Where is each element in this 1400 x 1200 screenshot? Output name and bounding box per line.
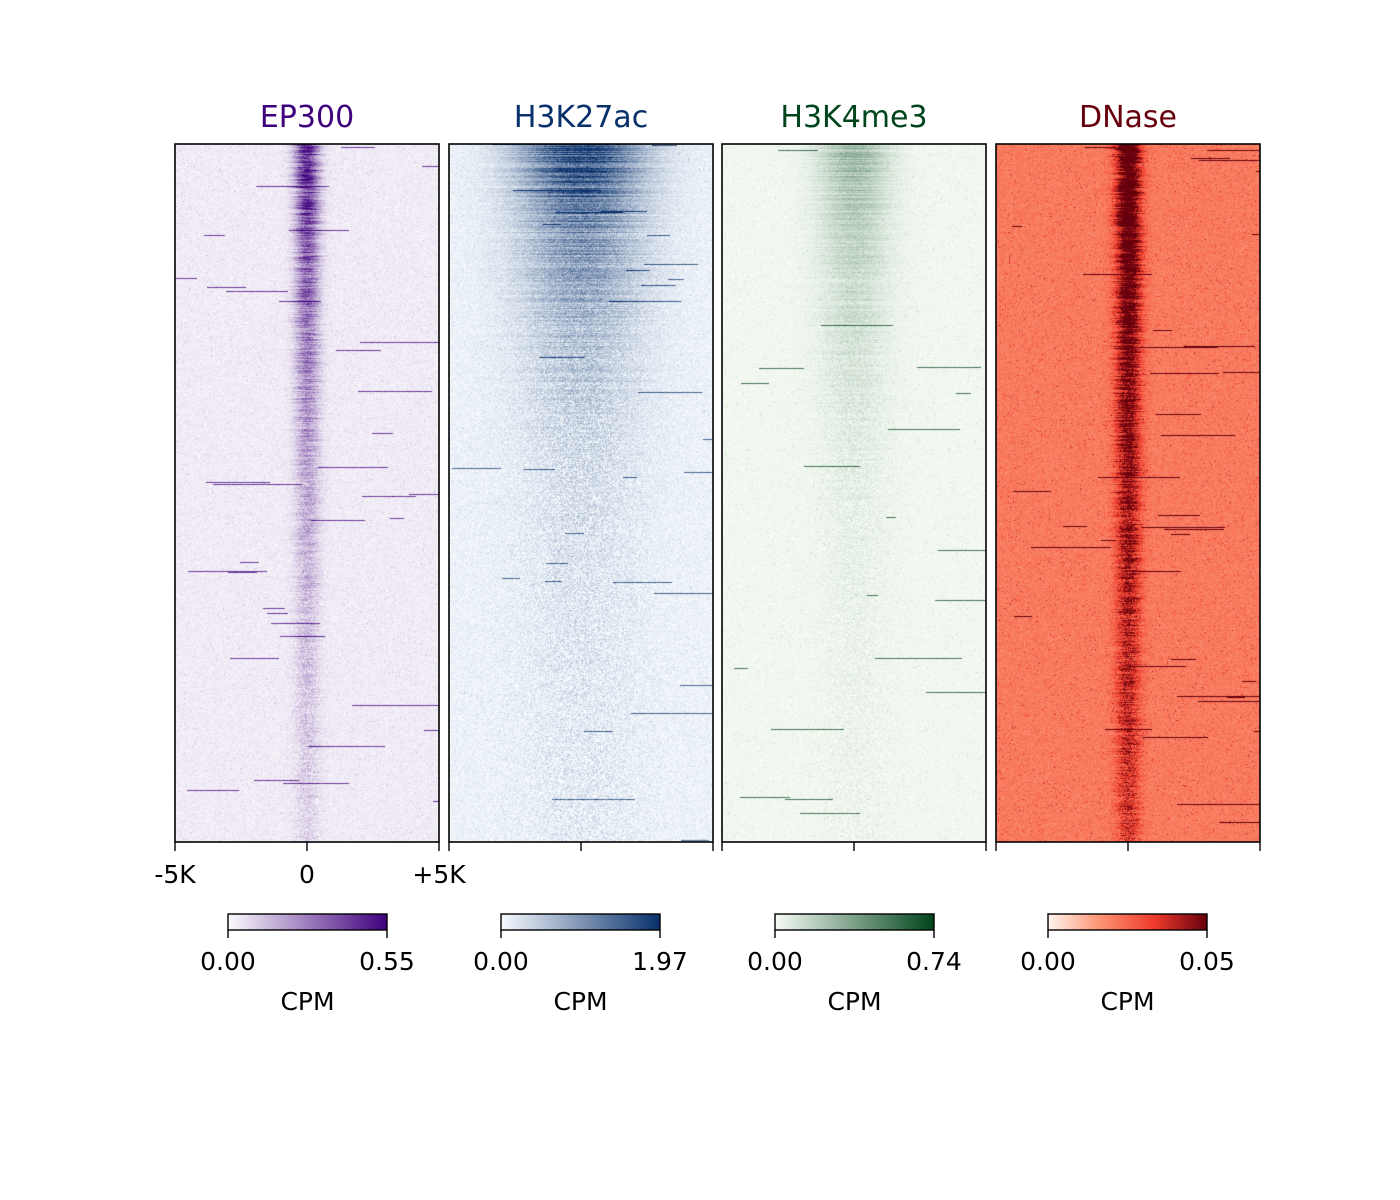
x-tick-label: 0	[299, 860, 315, 889]
colorbar-unit-label: CPM	[553, 987, 607, 1016]
colorbar-ep300: 0.00 0.55 CPM	[200, 913, 415, 1016]
heatmap-image	[449, 144, 713, 842]
colorbar-min-label: 0.00	[1020, 947, 1076, 976]
colorbar-unit-label: CPM	[1100, 987, 1154, 1016]
x-tick-label: -5K	[154, 860, 196, 889]
colorbar-gradient	[774, 913, 935, 931]
colorbar-max-label: 1.97	[632, 947, 688, 976]
colorbar-min-label: 0.00	[747, 947, 803, 976]
panel-title: H3K4me3	[780, 100, 927, 135]
colorbar-h3k4me3: 0.00 0.74 CPM	[747, 913, 962, 1016]
panel-h3k27ac: H3K27ac	[448, 100, 714, 851]
colorbar-max-label: 0.05	[1179, 947, 1235, 976]
panel-title: DNase	[1079, 100, 1177, 135]
colorbar-unit-label: CPM	[827, 987, 881, 1016]
colorbar-gradient	[227, 913, 388, 931]
panel-h3k4me3: H3K4me3	[721, 100, 987, 851]
colorbar-max-label: 0.55	[359, 947, 415, 976]
colorbar-gradient	[1047, 913, 1208, 931]
colorbar-min-label: 0.00	[473, 947, 529, 976]
colorbar-max-label: 0.74	[906, 947, 962, 976]
colorbar-min-label: 0.00	[200, 947, 256, 976]
panel-ep300: EP300 -5K 0 +5K	[154, 100, 466, 889]
panel-title: H3K27ac	[514, 100, 648, 135]
x-tick-label: +5K	[412, 860, 466, 889]
colorbar-unit-label: CPM	[280, 987, 334, 1016]
colorbar-dnase: 0.00 0.05 CPM	[1020, 913, 1235, 1016]
colorbar-gradient	[500, 913, 661, 931]
panel-title: EP300	[260, 100, 354, 135]
heatmap-image	[722, 144, 986, 842]
panel-dnase: DNase	[995, 100, 1261, 851]
colorbar-h3k27ac: 0.00 1.97 CPM	[473, 913, 688, 1016]
heatmap-image	[996, 144, 1260, 842]
heatmap-image	[175, 144, 439, 842]
